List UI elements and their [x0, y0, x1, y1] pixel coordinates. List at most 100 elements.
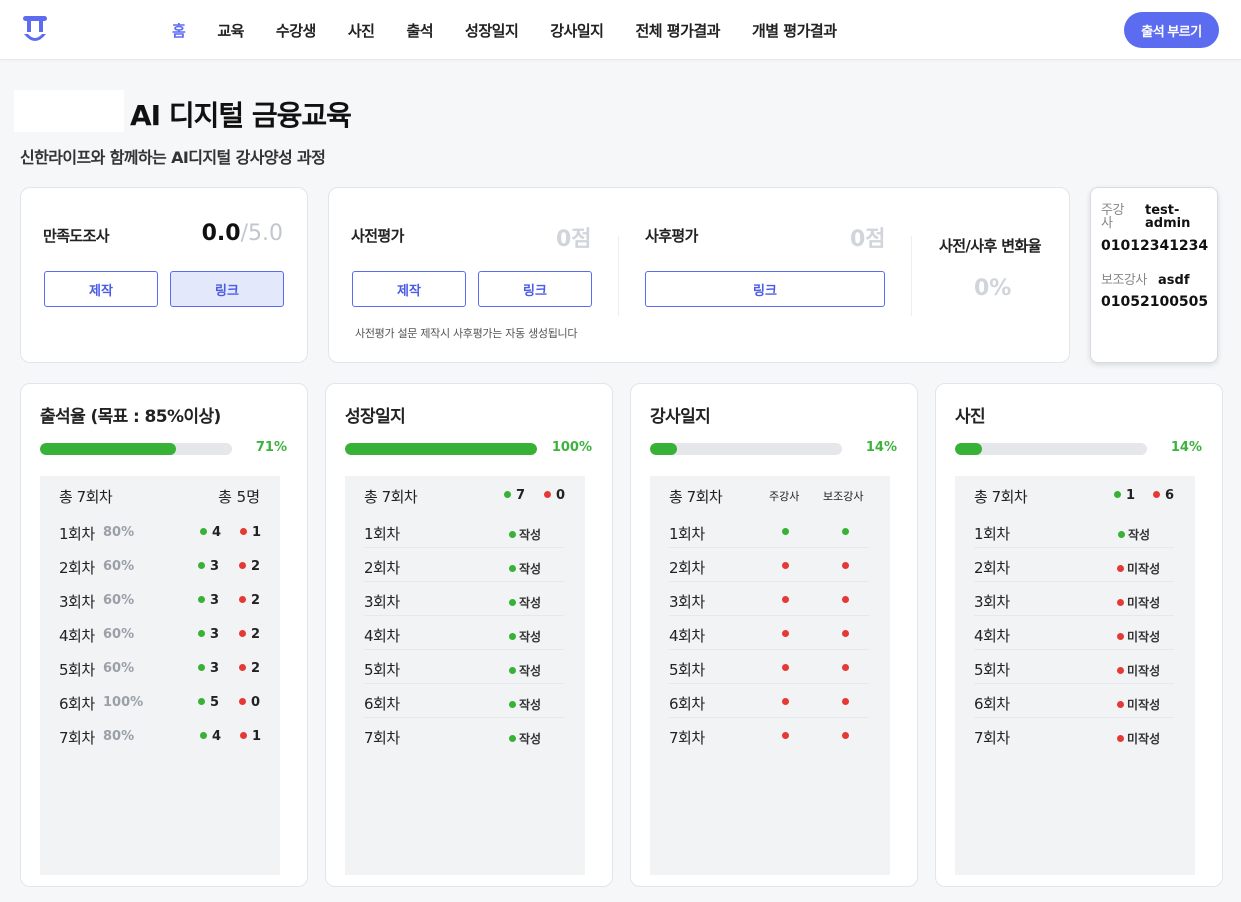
- absent-count: 2: [239, 661, 260, 676]
- present-count: 3: [198, 559, 219, 574]
- table-row: 4회차 작성: [345, 616, 585, 650]
- status-badge: 작성: [509, 696, 541, 713]
- attendance-total-students: 총 5명: [218, 488, 260, 506]
- post-eval-score: 0점: [850, 227, 886, 252]
- page-subtitle: 신한라이프와 함께하는 AI디지털 강사양성 과정: [20, 148, 326, 167]
- satisfaction-link-button[interactable]: 링크: [170, 271, 284, 307]
- green-dot-icon: [200, 732, 207, 739]
- table-row: 3회차 60% 3 2: [40, 582, 280, 616]
- pre-eval-make-button[interactable]: 제작: [352, 271, 466, 307]
- photos-todo-count: 6: [1153, 488, 1174, 503]
- table-row: 3회차: [650, 582, 890, 616]
- session-rate: 60%: [103, 593, 135, 608]
- divider: [669, 717, 869, 718]
- present-count: 4: [200, 729, 221, 744]
- red-dot-icon: [1117, 701, 1124, 708]
- main-status-dot-icon: [782, 528, 789, 535]
- session-label: 1회차: [59, 525, 95, 543]
- table-row: 7회차: [650, 718, 890, 752]
- table-row: 7회차 80% 4 1: [40, 718, 280, 752]
- table-row: 4회차 미작성: [955, 616, 1195, 650]
- divider: [974, 615, 1174, 616]
- status-badge: 미작성: [1117, 594, 1160, 611]
- pre-eval-score: 0점: [556, 227, 592, 252]
- session-label: 7회차: [59, 729, 95, 747]
- session-label: 4회차: [59, 627, 95, 645]
- pre-eval-link-button[interactable]: 링크: [478, 271, 592, 307]
- present-count: 5: [198, 695, 219, 710]
- nav-item-students[interactable]: 수강생: [275, 21, 316, 40]
- nav-item-individual-results[interactable]: 개별 평가결과: [751, 21, 837, 40]
- main-status-dot-icon: [782, 664, 789, 671]
- sub-status-dot-icon: [842, 630, 849, 637]
- divider: [618, 236, 619, 316]
- growth-log-card: 성장일지 100% 총 7회차 7 0 1회차 작성 2회차 작성 3회차 작성 4회…: [325, 383, 613, 887]
- divider: [364, 683, 564, 684]
- nav-item-growth-log[interactable]: 성장일지: [465, 21, 519, 40]
- nav-item-attendance[interactable]: 출석: [406, 21, 434, 40]
- main-instructor-column: 주강사: [769, 490, 800, 503]
- main-nav: 홈 교육 수강생 사진 출석 성장일지 강사일지 전체 평가결과 개별 평가결과: [172, 0, 869, 60]
- green-dot-icon: [198, 664, 205, 671]
- pre-eval-note: 사전평가 설문 제작시 사후평가는 자동 생성됩니다: [355, 327, 578, 340]
- status-badge: 작성: [1118, 526, 1150, 543]
- nav-item-education[interactable]: 교육: [217, 21, 244, 40]
- post-eval-link-button[interactable]: 링크: [645, 271, 885, 307]
- table-row: 5회차 작성: [345, 650, 585, 684]
- status-badge: 작성: [509, 628, 541, 645]
- table-row: 1회차 80% 4 1: [40, 514, 280, 548]
- photos-percent: 14%: [1170, 440, 1202, 455]
- instructor-log-total-sessions: 총 7회차: [669, 488, 723, 506]
- session-label: 3회차: [59, 593, 95, 611]
- nav-item-home[interactable]: 홈: [172, 21, 186, 40]
- satisfaction-score: 0.0/5.0: [202, 221, 283, 246]
- session-label: 1회차: [364, 525, 400, 543]
- status-badge: 미작성: [1117, 662, 1160, 679]
- green-dot-icon: [509, 735, 516, 742]
- red-dot-icon: [240, 732, 247, 739]
- green-dot-icon: [198, 630, 205, 637]
- green-dot-icon: [504, 491, 511, 498]
- table-row: 4회차: [650, 616, 890, 650]
- green-dot-icon: [198, 698, 205, 705]
- take-attendance-button[interactable]: 출석 부르기: [1124, 12, 1219, 48]
- nav-item-instructor-log[interactable]: 강사일지: [550, 21, 604, 40]
- absent-count: 2: [239, 627, 260, 642]
- satisfaction-make-button[interactable]: 제작: [44, 271, 158, 307]
- session-label: 4회차: [974, 627, 1010, 645]
- session-label: 2회차: [364, 559, 400, 577]
- green-dot-icon: [509, 531, 516, 538]
- sub-status-dot-icon: [842, 732, 849, 739]
- nav-item-photos[interactable]: 사진: [347, 21, 375, 40]
- brand-logo[interactable]: [22, 14, 48, 46]
- table-row: 4회차 60% 3 2: [40, 616, 280, 650]
- session-label: 7회차: [669, 729, 705, 747]
- table-row: 5회차 60% 3 2: [40, 650, 280, 684]
- divider: [364, 547, 564, 548]
- session-rate: 60%: [103, 627, 135, 642]
- session-label: 2회차: [974, 559, 1010, 577]
- session-label: 6회차: [669, 695, 705, 713]
- table-row: 2회차 미작성: [955, 548, 1195, 582]
- growth-todo-count: 0: [544, 488, 565, 503]
- main-instructor-phone: 01012341234: [1101, 238, 1209, 254]
- session-label: 4회차: [364, 627, 400, 645]
- table-row: 7회차 미작성: [955, 718, 1195, 752]
- attendance-panel: 총 7회차 총 5명 1회차 80% 4 1 2회차 60% 3 2 3회차 6…: [40, 476, 280, 875]
- table-row: 3회차 미작성: [955, 582, 1195, 616]
- instructor-log-progress-fill: [650, 443, 677, 455]
- green-dot-icon: [1114, 491, 1121, 498]
- divider: [669, 683, 869, 684]
- session-label: 5회차: [974, 661, 1010, 679]
- table-row: 7회차 작성: [345, 718, 585, 752]
- evaluation-card: 사전평가 0점 제작 링크 사전평가 설문 제작시 사후평가는 자동 생성됩니다…: [328, 187, 1070, 363]
- sub-instructor-role: 보조강사: [1101, 273, 1147, 288]
- title-image-placeholder: [14, 90, 124, 132]
- red-dot-icon: [1117, 565, 1124, 572]
- nav-item-overall-results[interactable]: 전체 평가결과: [635, 21, 720, 40]
- table-row: 6회차 미작성: [955, 684, 1195, 718]
- status-badge: 작성: [509, 526, 541, 543]
- present-count: 4: [200, 525, 221, 540]
- session-label: 4회차: [669, 627, 705, 645]
- table-row: 6회차: [650, 684, 890, 718]
